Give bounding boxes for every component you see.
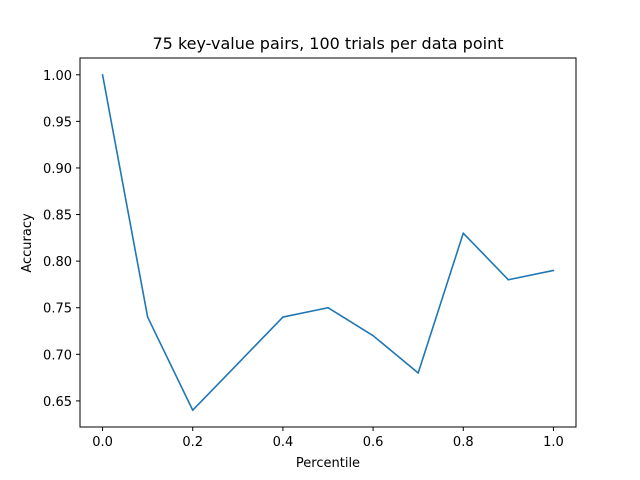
y-tick-label: 0.85 [43, 209, 72, 224]
y-tick-label: 0.90 [43, 162, 72, 177]
x-axis: 0.0 0.2 0.4 0.6 0.8 1.0 [92, 427, 564, 450]
data-point [372, 334, 374, 337]
data-point [237, 362, 239, 365]
data-point [101, 73, 104, 76]
y-axis-title: Accuracy [20, 213, 35, 273]
x-tick-label: 0.4 [273, 435, 294, 450]
y-tick-label: 1.00 [43, 69, 72, 84]
plot-frame [79, 57, 577, 428]
x-tick-label: 1.0 [543, 435, 564, 450]
y-axis: 0.65 0.70 0.75 0.80 0.85 0.90 0.95 1.00 [43, 69, 80, 410]
data-point [191, 409, 194, 412]
y-tick-label: 0.75 [43, 302, 72, 317]
x-tick-label: 0.0 [92, 435, 113, 450]
data-point [282, 316, 284, 318]
data-point [417, 372, 419, 374]
data-point [327, 306, 329, 309]
data-point [552, 269, 555, 272]
y-tick-label: 0.95 [43, 115, 72, 130]
x-tick-label: 0.6 [363, 435, 384, 450]
y-tick-label: 0.70 [43, 348, 72, 363]
x-tick-label: 0.8 [453, 435, 474, 450]
x-tick-label: 0.2 [182, 435, 203, 450]
data-point [507, 278, 510, 281]
data-point [462, 232, 465, 234]
x-axis-title: Percentile [296, 456, 360, 471]
data-point [146, 316, 149, 318]
plot-area [101, 73, 555, 412]
chart-title: 75 key-value pairs, 100 trials per data … [153, 34, 504, 53]
y-tick-label: 0.65 [43, 395, 72, 410]
y-tick-label: 0.80 [43, 255, 72, 270]
